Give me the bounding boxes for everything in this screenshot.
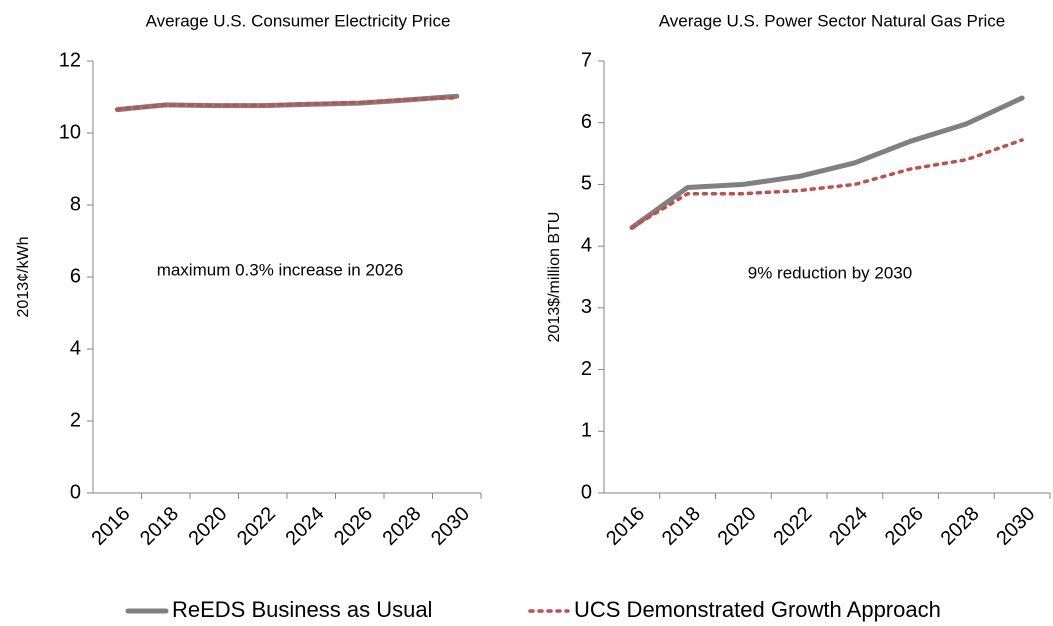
x-tick-label: 2024 <box>281 503 328 550</box>
x-tick-label: 2026 <box>881 503 928 550</box>
legend-label: UCS Demonstrated Growth Approach <box>574 597 941 622</box>
series-line <box>629 95 1025 231</box>
x-tick-label: 2022 <box>769 503 816 550</box>
x-tick-label: 2022 <box>233 503 280 550</box>
y-tick-label: 7 <box>581 49 592 71</box>
x-tick-label: 2020 <box>184 503 231 550</box>
y-tick-label: 10 <box>59 121 81 143</box>
x-tick-label: 2030 <box>992 503 1039 550</box>
x-tick-label: 2024 <box>825 503 872 550</box>
series-line <box>115 95 459 112</box>
x-tick-label: 2028 <box>378 503 425 550</box>
x-tick-label: 2016 <box>87 503 134 550</box>
y-tick-label: 5 <box>581 173 592 195</box>
y-tick-label: 8 <box>70 193 81 215</box>
y-tick-label: 6 <box>70 265 81 287</box>
y-axis-label: 2013$/million BTU <box>546 212 563 343</box>
y-tick-label: 3 <box>581 296 592 318</box>
legend-label: ReEDS Business as Usual <box>172 597 432 622</box>
x-tick-label: 2030 <box>427 503 474 550</box>
x-tick-label: 2018 <box>136 503 183 550</box>
y-tick-label: 0 <box>70 481 81 503</box>
y-tick-label: 4 <box>581 234 592 256</box>
annotation: 9% reduction by 2030 <box>748 263 912 282</box>
y-axis-label: 2013¢/kWh <box>15 237 32 318</box>
y-tick-label: 4 <box>70 337 81 359</box>
x-tick-label: 2020 <box>714 503 761 550</box>
y-tick-label: 12 <box>59 49 81 71</box>
y-tick-label: 2 <box>70 409 81 431</box>
x-tick-label: 2028 <box>937 503 984 550</box>
y-tick-label: 0 <box>581 481 592 503</box>
y-tick-label: 2 <box>581 358 592 380</box>
chart-title: Average U.S. Power Sector Natural Gas Pr… <box>659 11 1005 30</box>
annotation: maximum 0.3% increase in 2026 <box>157 260 404 279</box>
series-line <box>630 138 1024 230</box>
x-tick-label: 2018 <box>658 503 705 550</box>
y-tick-label: 6 <box>581 111 592 133</box>
y-tick-label: 1 <box>581 420 592 442</box>
chart-title: Average U.S. Consumer Electricity Price <box>146 11 451 30</box>
x-tick-label: 2016 <box>602 503 649 550</box>
x-tick-label: 2026 <box>330 503 377 550</box>
